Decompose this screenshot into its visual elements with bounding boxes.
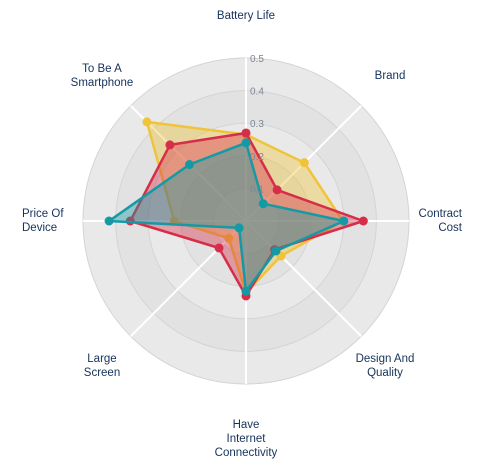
axis-label-line: Brand [375,70,406,82]
axis-label-line: Price Of [22,208,64,220]
series-1-point-1[interactable] [272,185,282,195]
axis-label-line: Device [22,222,57,234]
series-2-point-1[interactable] [258,199,268,209]
axis-label-line: Cost [438,222,462,234]
series-0-point-7[interactable] [142,117,152,127]
axis-label-line: Design And [356,353,415,365]
axis-label-line: Have [233,419,260,431]
axis-label-line: Battery Life [217,10,275,22]
series-1-point-7[interactable] [165,140,175,150]
series-2-point-2[interactable] [339,216,349,226]
series-2-point-7[interactable] [185,160,195,170]
axis-label-line: Connectivity [215,447,278,459]
axis-label-7: To Be A Smartphone [71,63,134,89]
axis-label-6: Price Of Device [22,208,64,234]
axis-label-0: Battery Life [217,10,275,22]
axis-label-4: Have Internet Connectivity [215,419,278,459]
axis-label-line: Large [87,353,116,365]
series-1-point-0[interactable] [241,128,251,138]
axis-label-line: Screen [84,367,120,379]
radar-series [104,117,368,301]
axis-label-line: Quality [367,367,403,379]
axis-label-1: Brand [375,70,406,82]
axis-label-3: Design And Quality [356,353,415,379]
radar-axis-labels: Battery Life Brand Contract Cost Design And Q… [22,10,463,459]
radar-tick-labels: 0.1 0.2 0.3 0.4 0.5 [250,54,264,195]
tick-label: 0.5 [250,54,264,65]
series-2-point-5[interactable] [234,223,244,233]
series-0-point-5[interactable] [224,233,234,243]
tick-label: 0.1 [250,184,264,195]
axis-label-2: Contract Cost [419,208,463,234]
series-2-point-3[interactable] [271,246,281,256]
tick-label: 0.2 [250,152,264,163]
axis-label-line: Smartphone [71,77,134,89]
radar-spoke-3 [245,220,362,337]
tick-label: 0.4 [250,87,264,98]
series-2-point-4[interactable] [241,286,251,296]
axis-label-line: To Be A [82,63,122,75]
axis-label-5: Large Screen [84,353,120,379]
tick-label: 0.3 [250,119,264,130]
series-1-point-5[interactable] [214,243,224,253]
series-1-point-2[interactable] [358,216,368,226]
axis-label-line: Contract [419,208,463,220]
series-0-point-1[interactable] [299,158,309,168]
series-2-point-6[interactable] [104,216,114,226]
series-2-point-0[interactable] [241,138,251,148]
axis-label-line: Internet [227,433,267,445]
